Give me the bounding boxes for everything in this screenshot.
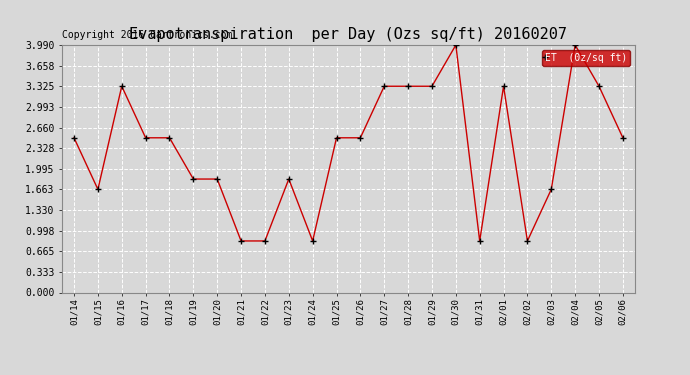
Text: Copyright 2016 Cartronics.com: Copyright 2016 Cartronics.com [62, 30, 233, 40]
Title: Evapotranspiration  per Day (Ozs sq/ft) 20160207: Evapotranspiration per Day (Ozs sq/ft) 2… [130, 27, 567, 42]
Legend: ET  (0z/sq ft): ET (0z/sq ft) [542, 50, 630, 66]
